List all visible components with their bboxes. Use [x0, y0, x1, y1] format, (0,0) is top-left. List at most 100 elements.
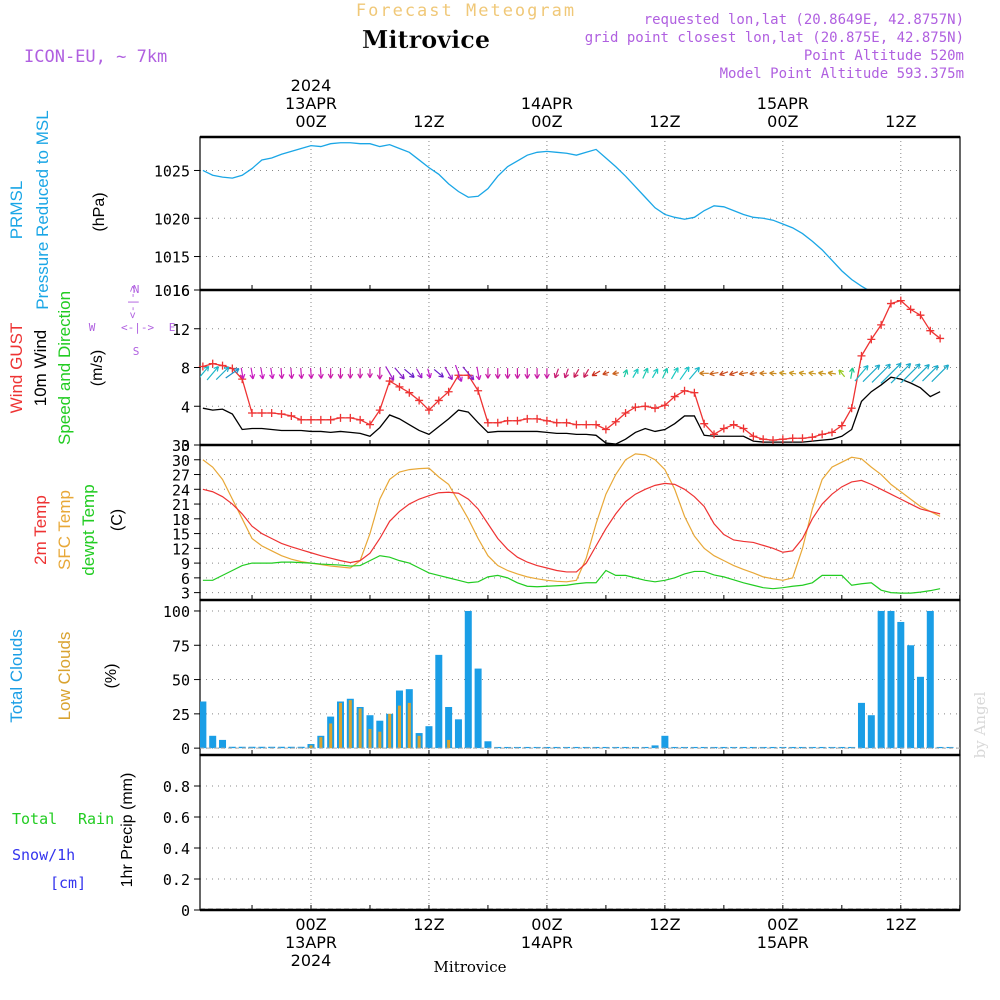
total-cloud-bar	[710, 746, 718, 749]
total-cloud-bar	[425, 726, 433, 749]
wind-direction-arrow	[206, 366, 219, 381]
ytick-label: 0	[181, 740, 190, 758]
ytick-label: 1015	[154, 249, 190, 267]
ytick-label: 75	[172, 637, 190, 655]
wind-direction-arrow	[563, 368, 570, 379]
gust-marker	[769, 436, 778, 445]
wind-direction-arrow	[827, 370, 836, 377]
ytick-label: 0.4	[163, 840, 190, 858]
wind-direction-arrow	[808, 370, 817, 377]
wind-direction-arrow	[670, 367, 679, 380]
panel-frame	[199, 136, 961, 291]
ytick-label: 3	[181, 585, 190, 603]
gust-marker	[592, 420, 601, 429]
total-cloud-bar	[730, 746, 738, 749]
top-time-label: 15APR	[757, 94, 809, 113]
top-time-label: 12Z	[885, 112, 916, 131]
wind-direction-arrow	[719, 370, 729, 377]
total-cloud-bar	[445, 706, 453, 749]
bottom-time-label: 15APR	[757, 933, 809, 952]
label-dewpt-temp: dewpt Temp	[79, 484, 98, 575]
bottom-time-label: 00Z	[767, 915, 798, 934]
low-cloud-bar	[319, 737, 323, 749]
total-cloud-bar	[818, 746, 826, 749]
compass-e: E	[169, 321, 176, 334]
gust-marker	[562, 418, 571, 427]
ytick-label: 0	[181, 437, 190, 455]
label-2m-temp: 2m Temp	[31, 495, 50, 565]
model-altitude: Model Point Altitude 593.375m	[720, 66, 964, 82]
low-cloud-bar	[348, 700, 352, 749]
wind-speed-line	[202, 376, 941, 445]
compass-s: S	[133, 345, 140, 358]
footer-location: Mitrovice	[434, 958, 507, 976]
low-cloud-bar	[417, 735, 421, 749]
low-cloud-bar	[447, 739, 451, 749]
wind-direction-arrow	[769, 370, 777, 377]
wind-direction-arrow	[376, 367, 383, 380]
panel-wind: 0 4 8 12 16	[172, 282, 961, 455]
total-cloud-bar	[828, 746, 836, 749]
gust-marker	[424, 406, 433, 415]
wind-direction-arrow	[759, 370, 767, 377]
total-cloud-bar	[464, 610, 472, 749]
total-cloud-bar	[533, 746, 541, 749]
gust-marker	[936, 334, 945, 343]
label-total-clouds: Total Clouds	[7, 629, 26, 723]
wind-direction-arrow	[327, 368, 334, 379]
ytick-label: 15	[172, 526, 190, 544]
compass-icon: W E <-|-> <-|-> N S	[89, 283, 176, 358]
total-cloud-bar	[671, 746, 679, 749]
wind-direction-arrow	[862, 364, 881, 383]
gust-marker	[631, 403, 640, 412]
svg-text:<-|->: <-|->	[126, 285, 139, 318]
wind-direction-arrow	[622, 369, 629, 378]
wind-direction-arrow	[357, 368, 364, 379]
gust-marker	[228, 364, 237, 373]
gust-marker	[818, 430, 827, 439]
wind-direction-arrow	[553, 368, 560, 379]
gust-marker	[680, 386, 689, 395]
gust-marker	[542, 416, 551, 425]
wind-direction-arrow	[729, 370, 739, 377]
wind-direction-arrow	[534, 368, 541, 379]
total-cloud-bar	[543, 746, 551, 749]
total-cloud-bar	[769, 746, 777, 749]
total-cloud-bar	[740, 746, 748, 749]
label-celsius: (C)	[109, 509, 126, 531]
gust-marker	[316, 415, 325, 424]
gust-marker	[690, 388, 699, 397]
total-cloud-bar	[789, 746, 797, 749]
gust-marker	[798, 434, 807, 443]
low-cloud-bar	[338, 702, 342, 749]
ytick-label: 12	[172, 321, 190, 339]
ytick-label: 8	[181, 360, 190, 378]
ytick-label: 25	[172, 706, 190, 724]
wind-direction-arrow	[900, 363, 921, 384]
gust-marker	[601, 425, 610, 434]
gust-marker	[660, 401, 669, 410]
gust-marker	[670, 392, 679, 401]
panels: 1015102010251016048121636912151821242730…	[154, 135, 961, 920]
gust-marker	[277, 410, 286, 418]
total-cloud-bar	[887, 610, 895, 749]
wind-direction-arrow	[788, 370, 797, 377]
label-1hr-precip: 1hr Precip (mm)	[119, 773, 136, 888]
gust-marker	[926, 326, 935, 335]
label-hpa: (hPa)	[91, 192, 108, 231]
gust-marker	[719, 424, 728, 433]
ytick-label: 50	[172, 672, 190, 690]
gust-marker	[503, 416, 512, 425]
gust-marker	[198, 362, 207, 371]
total-cloud-bar	[622, 746, 630, 749]
top-time-label: 2024	[291, 76, 332, 95]
ytick-label: 27	[172, 467, 190, 485]
gust-marker	[808, 433, 817, 442]
bottom-time-label: 12Z	[413, 915, 444, 934]
ytick-label: 0.2	[163, 871, 190, 889]
wind-direction-arrow	[337, 368, 344, 379]
ytick-label: 0.8	[163, 778, 190, 796]
